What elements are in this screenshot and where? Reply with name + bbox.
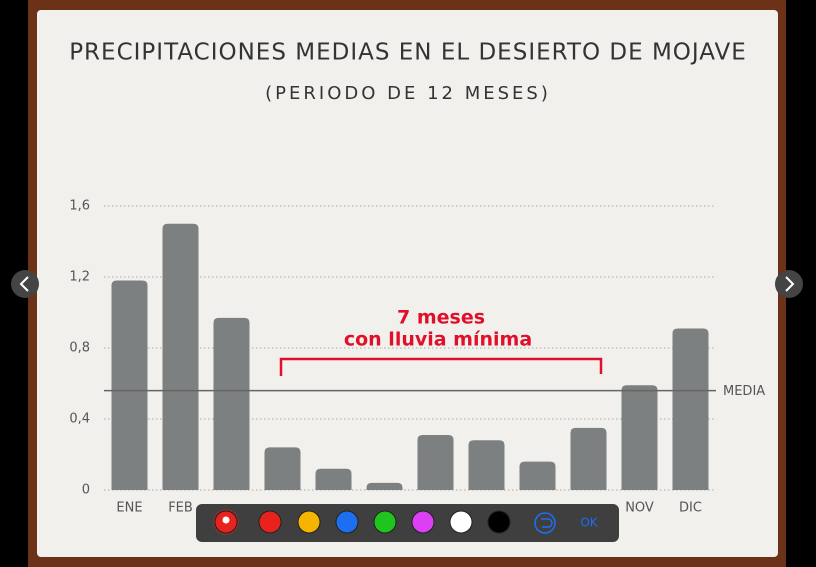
color-swatch[interactable] bbox=[213, 509, 239, 535]
x-tick-label: ENE bbox=[116, 501, 142, 516]
swatch bbox=[373, 510, 397, 534]
swatch bbox=[411, 510, 435, 534]
bar bbox=[264, 447, 301, 490]
mean-label: MEDIA bbox=[723, 384, 765, 399]
prev-button[interactable] bbox=[11, 270, 39, 298]
bar bbox=[621, 385, 658, 490]
selection-dot bbox=[222, 516, 230, 524]
bar bbox=[570, 427, 607, 490]
annotation: 7 meses con lluvia mínima bbox=[279, 307, 603, 376]
swatch bbox=[449, 510, 473, 534]
y-tick-label: 0 bbox=[82, 483, 90, 498]
swatch bbox=[335, 510, 359, 534]
color-swatch[interactable] bbox=[373, 510, 397, 534]
x-tick-label: DIC bbox=[679, 501, 702, 516]
bar bbox=[468, 440, 505, 490]
bar bbox=[213, 317, 250, 490]
toolbar: OK bbox=[196, 504, 619, 542]
bar bbox=[417, 434, 454, 490]
annotation-text: con lluvia mínima bbox=[344, 329, 532, 351]
bar bbox=[162, 223, 199, 490]
annotation-text: 7 meses bbox=[397, 307, 485, 329]
ok-button[interactable]: OK bbox=[580, 516, 598, 530]
bar bbox=[111, 280, 148, 490]
color-swatch[interactable] bbox=[487, 510, 511, 534]
y-tick-label: 1,6 bbox=[69, 199, 90, 214]
bar bbox=[519, 461, 556, 490]
color-swatch[interactable] bbox=[449, 510, 473, 534]
undo-button[interactable] bbox=[534, 512, 556, 534]
bracket bbox=[279, 357, 603, 376]
bar bbox=[315, 468, 352, 490]
bar bbox=[366, 482, 403, 490]
x-tick-label: FEB bbox=[168, 501, 193, 516]
bar bbox=[672, 328, 709, 490]
color-swatch[interactable] bbox=[297, 510, 321, 534]
y-tick-label: 1,2 bbox=[69, 270, 90, 285]
color-swatch[interactable] bbox=[335, 510, 359, 534]
color-swatch[interactable] bbox=[258, 510, 282, 534]
chart-title: PRECIPITACIONES MEDIAS EN EL DESIERTO DE… bbox=[69, 40, 747, 66]
chart-subtitle: (PERIODO DE 12 MESES) bbox=[265, 83, 551, 104]
plot: 0 0,4 0,8 1,2 1,6 ENE FEB NOV DIC MEDIA bbox=[69, 199, 765, 516]
swatch bbox=[297, 510, 321, 534]
swatch bbox=[487, 510, 511, 534]
x-tick-label: NOV bbox=[625, 501, 654, 516]
y-tick-label: 0,8 bbox=[69, 341, 90, 356]
y-tick-label: 0,4 bbox=[69, 412, 90, 427]
next-button[interactable] bbox=[775, 270, 803, 298]
color-swatch[interactable] bbox=[411, 510, 435, 534]
swatch bbox=[258, 510, 282, 534]
